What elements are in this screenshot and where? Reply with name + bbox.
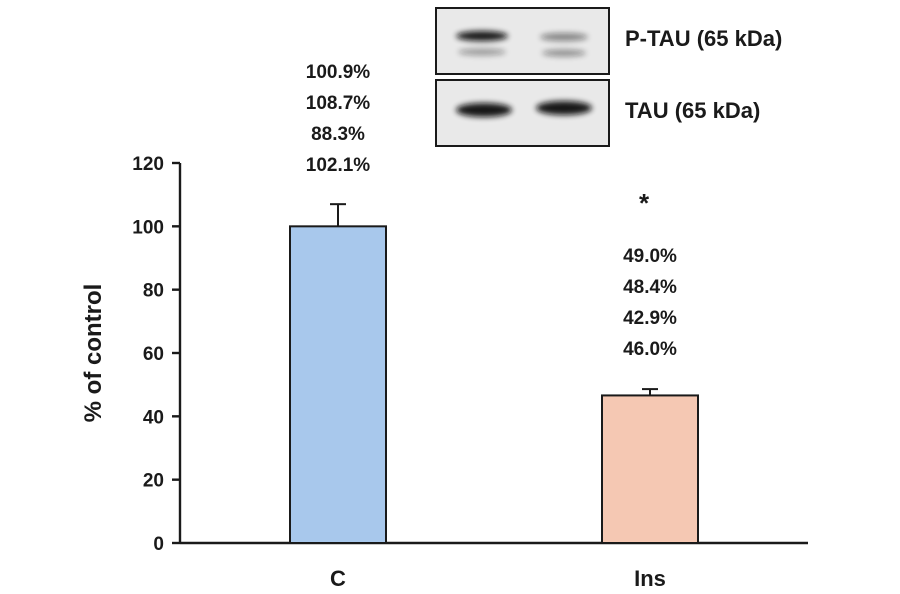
- blot-label: P-TAU (65 kDa): [625, 26, 782, 51]
- annotations: 100.9% 108.7% 88.3% 102.1% 49.0% 48.4% 42.9% 46…: [306, 62, 677, 360]
- y-tick-label: 40: [143, 407, 164, 428]
- replicate-label: 100.9%: [306, 62, 371, 83]
- x-tick-label: Ins: [634, 566, 666, 591]
- x-tick-label: C: [330, 566, 346, 591]
- replicate-label: 108.7%: [306, 93, 371, 114]
- bar-ins: [601, 394, 699, 544]
- y-tick-label: 60: [143, 344, 164, 365]
- blot-band: [536, 101, 592, 115]
- bar-c: [289, 225, 387, 544]
- blot-band: [542, 49, 586, 57]
- y-tick-label: 80: [143, 281, 164, 302]
- replicate-label: 49.0%: [623, 246, 677, 267]
- chart-axes: 0 20 40 60 80 100 120 % of control C Ins: [80, 154, 808, 591]
- replicate-label: 42.9%: [623, 308, 677, 329]
- significance-marker: *: [639, 188, 650, 218]
- y-tick-label: 100: [132, 217, 164, 238]
- bars: [289, 203, 699, 544]
- blot-band: [456, 31, 508, 41]
- y-tick-label: 0: [153, 534, 164, 555]
- replicate-label: 102.1%: [306, 155, 371, 176]
- blot-label: TAU (65 kDa): [625, 98, 760, 123]
- blot-band: [458, 48, 506, 56]
- blot-panel: P-TAU (65 kDa): [435, 7, 782, 75]
- replicate-label: 48.4%: [623, 277, 677, 298]
- replicate-label: 46.0%: [623, 339, 677, 360]
- y-axis-title: % of control: [80, 284, 107, 423]
- blot-band: [540, 33, 588, 41]
- blot-band: [456, 103, 512, 117]
- blot-panel: TAU (65 kDa): [435, 79, 760, 147]
- y-tick-label: 20: [143, 471, 164, 492]
- replicate-label: 88.3%: [311, 124, 365, 145]
- western-blot: P-TAU (65 kDa) TAU (65 kDa): [435, 7, 782, 147]
- y-tick-label: 120: [132, 154, 164, 175]
